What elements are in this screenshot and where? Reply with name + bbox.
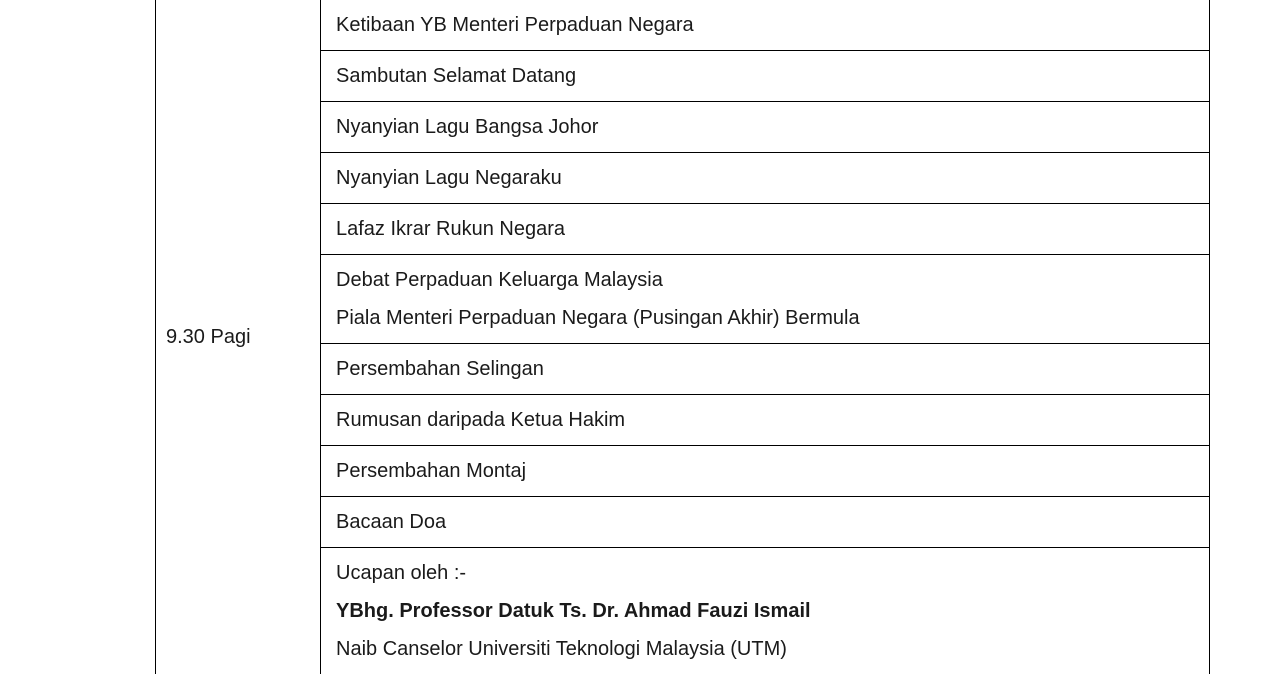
activity-text: Ucapan oleh :- [336,558,1194,588]
activity-text: Lafaz Ikrar Rukun Negara [336,214,1194,244]
activities-column: Ketibaan YB Menteri Perpaduan Negara Samb… [321,0,1209,674]
schedule-table: 9.30 Pagi Ketibaan YB Menteri Perpaduan … [155,0,1210,674]
activity-cell: Persembahan Selingan [321,344,1209,395]
activity-text: Persembahan Montaj [336,456,1194,486]
activity-cell: Ucapan oleh :- YBhg. Professor Datuk Ts. … [321,548,1209,674]
activity-cell: Nyanyian Lagu Negaraku [321,153,1209,204]
activity-text: Persembahan Selingan [336,354,1194,384]
activity-cell: Sambutan Selamat Datang [321,51,1209,102]
activity-text: Nyanyian Lagu Negaraku [336,163,1194,193]
activity-cell: Nyanyian Lagu Bangsa Johor [321,102,1209,153]
activity-text: Nyanyian Lagu Bangsa Johor [336,112,1194,142]
activity-cell: Ketibaan YB Menteri Perpaduan Negara [321,0,1209,51]
activity-cell: Debat Perpaduan Keluarga Malaysia Piala M… [321,255,1209,344]
time-cell: 9.30 Pagi [156,0,321,674]
activity-cell: Persembahan Montaj [321,446,1209,497]
activity-text: Rumusan daripada Ketua Hakim [336,405,1194,435]
activity-cell: Bacaan Doa [321,497,1209,548]
activity-text: Piala Menteri Perpaduan Negara (Pusingan… [336,303,1194,333]
activity-text: Naib Canselor Universiti Teknologi Malay… [336,634,1194,664]
activity-cell: Rumusan daripada Ketua Hakim [321,395,1209,446]
activity-text: Debat Perpaduan Keluarga Malaysia [336,265,1194,295]
activity-text: YBhg. Professor Datuk Ts. Dr. Ahmad Fauz… [336,596,1194,626]
activity-text: Sambutan Selamat Datang [336,61,1194,91]
activity-text: Bacaan Doa [336,507,1194,537]
time-label: 9.30 Pagi [166,326,251,349]
schedule-row: 9.30 Pagi Ketibaan YB Menteri Perpaduan … [156,0,1209,674]
activity-text: Ketibaan YB Menteri Perpaduan Negara [336,10,1194,40]
activity-cell: Lafaz Ikrar Rukun Negara [321,204,1209,255]
